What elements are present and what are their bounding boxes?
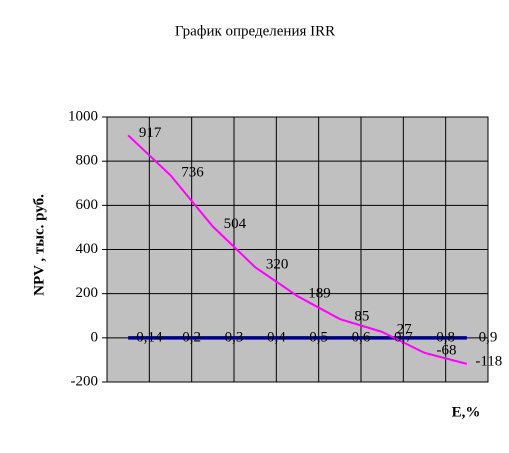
data-label: -118 (475, 353, 502, 369)
y-tick-label: 600 (76, 197, 99, 213)
y-tick-label: 200 (76, 285, 99, 301)
data-label: 736 (181, 165, 204, 181)
series-line (127, 134, 468, 365)
y-tick-label: 400 (76, 241, 99, 257)
y-tick-label: -200 (71, 373, 99, 389)
x-tick-label: 0,5 (309, 329, 328, 345)
data-label: 27 (397, 321, 413, 337)
data-label: 320 (266, 257, 289, 273)
x-tick-label: 0,8 (436, 329, 455, 345)
data-label: 189 (308, 286, 331, 302)
x-tick-label: 0,14 (136, 329, 163, 345)
data-label: 85 (354, 309, 369, 325)
y-tick-label: 800 (76, 153, 99, 169)
x-axis-label: E,% (452, 404, 481, 420)
data-label: 504 (224, 216, 247, 232)
x-tick-label: 0,9 (479, 329, 498, 345)
x-tick-label: 0,7 (394, 329, 413, 345)
x-tick-label: 0,2 (182, 329, 201, 345)
data-label: -68 (437, 342, 457, 358)
x-tick-label: 0,3 (225, 329, 244, 345)
chart-title: График определения IRR (175, 23, 335, 39)
plot-border (106, 116, 489, 383)
y-tick-label: 0 (91, 329, 99, 345)
x-tick-label: 0,4 (267, 329, 286, 345)
x-tick-label: 0,6 (352, 329, 371, 345)
y-tick-label: 1000 (68, 108, 98, 124)
y-axis-label: NPV , тыс. руб. (31, 194, 47, 296)
data-label: 917 (139, 125, 162, 141)
